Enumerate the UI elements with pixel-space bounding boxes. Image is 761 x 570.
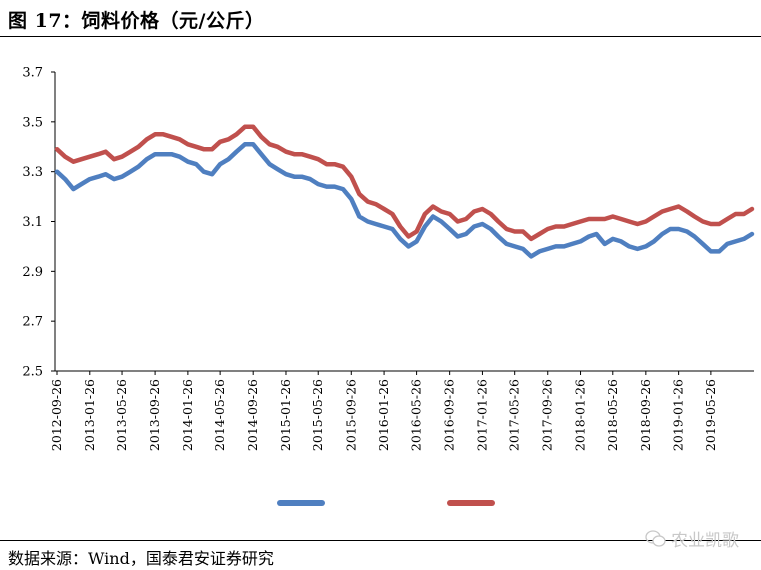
x-tick-label: 2012-09-26 xyxy=(49,379,64,451)
x-tick-label: 2015-09-26 xyxy=(343,379,358,451)
y-tick-label: 3.3 xyxy=(22,165,43,180)
y-tick-label: 3.7 xyxy=(22,66,43,81)
y-tick-label: 3.5 xyxy=(22,115,43,130)
x-tick-label: 2014-09-26 xyxy=(245,379,260,451)
y-tick-label: 3.1 xyxy=(22,215,43,230)
x-tick-label: 2017-09-26 xyxy=(540,379,555,451)
x-tick-label: 2014-05-26 xyxy=(212,379,227,451)
x-tick-label: 2015-01-26 xyxy=(278,379,293,451)
x-tick-label: 2019-05-26 xyxy=(703,379,718,451)
watermark: 农业凯歌 xyxy=(645,526,739,551)
watermark-text: 农业凯歌 xyxy=(671,531,739,551)
x-tick-label: 2018-05-26 xyxy=(605,379,620,451)
page-title: 图 17：饲料价格（元/公斤） xyxy=(8,10,265,32)
x-tick-label: 2014-01-26 xyxy=(180,379,195,451)
x-tick-label: 2018-01-26 xyxy=(573,379,588,451)
x-tick-label: 2017-05-26 xyxy=(507,379,522,451)
y-tick-label: 2.9 xyxy=(22,265,43,280)
y-tick-label: 2.5 xyxy=(22,365,43,380)
series-line-blue xyxy=(54,142,755,259)
wechat-icon xyxy=(645,529,666,547)
x-tick-label: 2013-01-26 xyxy=(82,379,97,451)
x-tick-label: 2015-05-26 xyxy=(310,379,325,451)
source-note: 数据来源：Wind，国泰君安证券研究 xyxy=(8,549,274,568)
y-tick-label: 2.7 xyxy=(22,315,43,330)
x-tick-label: 2016-01-26 xyxy=(376,379,391,451)
x-tick-label: 2017-01-26 xyxy=(474,379,489,451)
chart-axes: 3.7 3.5 3.3 3.1 2.9 2.7 2.5 2012-09-26 2013-01-2… xyxy=(22,66,754,451)
series-line-red xyxy=(54,124,755,242)
x-tick-label: 2013-05-26 xyxy=(114,379,129,451)
x-tick-label: 2018-09-26 xyxy=(638,379,653,451)
top-divider xyxy=(0,36,761,37)
chart-series-layer xyxy=(54,124,755,259)
x-tick-label: 2019-01-26 xyxy=(671,379,686,451)
bottom-divider xyxy=(0,540,761,541)
x-tick-label: 2016-05-26 xyxy=(409,379,424,451)
x-tick-label: 2016-09-26 xyxy=(442,379,457,451)
x-tick-label: 2013-09-26 xyxy=(147,379,162,451)
feed-price-chart: 3.7 3.5 3.3 3.1 2.9 2.7 2.5 2012-09-26 2013-01-2… xyxy=(22,66,755,506)
